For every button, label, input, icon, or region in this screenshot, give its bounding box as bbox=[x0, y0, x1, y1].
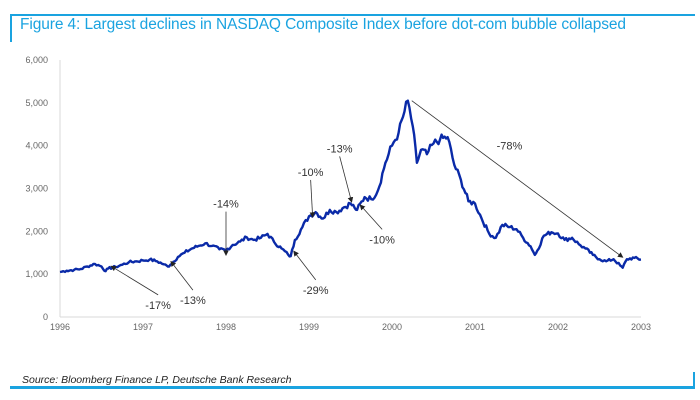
y-tick-label: 0 bbox=[43, 312, 48, 322]
annotation-label: -10% bbox=[369, 234, 395, 246]
x-tick-label: 1997 bbox=[133, 322, 153, 332]
annotation-arrow bbox=[359, 204, 383, 230]
annotation-arrow bbox=[170, 260, 194, 291]
annotation-label: -29% bbox=[303, 285, 329, 297]
annotation-label: -17% bbox=[145, 300, 171, 312]
annotation-label: -10% bbox=[298, 167, 324, 179]
source-note: Source: Bloomberg Finance LP, Deutsche B… bbox=[22, 374, 292, 386]
x-tick-label: 2003 bbox=[631, 322, 651, 332]
y-tick-label: 1,000 bbox=[25, 269, 48, 279]
x-tick-label: 1998 bbox=[216, 322, 236, 332]
y-tick-label: 3,000 bbox=[25, 184, 48, 194]
series-line bbox=[59, 99, 642, 274]
x-tick-label: 2000 bbox=[382, 322, 402, 332]
annotation-label: -13% bbox=[180, 295, 206, 307]
y-tick-label: 2,000 bbox=[25, 226, 48, 236]
y-tick-label: 5,000 bbox=[25, 98, 48, 108]
axes: 0 1,000 2,000 3,000 4,000 5,000 6,000 1996 1997 1… bbox=[25, 55, 651, 332]
annotation-label: -14% bbox=[213, 199, 239, 211]
decline-arrow bbox=[411, 100, 624, 258]
source-frame bbox=[10, 372, 695, 389]
x-tick-label: 2002 bbox=[548, 322, 568, 332]
annotations-layer: -17% -13%-14%-29%-10%-10%-13% -78% bbox=[110, 100, 624, 312]
y-tick-label: 6,000 bbox=[25, 55, 48, 65]
annotation-arrow bbox=[309, 179, 316, 218]
annotation-label: -13% bbox=[327, 143, 353, 155]
series-layer bbox=[59, 99, 642, 274]
chart-title: Figure 4: Largest declines in NASDAQ Com… bbox=[20, 16, 626, 33]
annotation-label: -78% bbox=[497, 141, 523, 153]
annotation-arrow bbox=[293, 250, 317, 281]
x-tick-label: 1999 bbox=[299, 322, 319, 332]
title-frame bbox=[10, 14, 695, 42]
x-tick-label: 2001 bbox=[465, 322, 485, 332]
annotation-arrow bbox=[110, 265, 159, 296]
y-tick-label: 4,000 bbox=[25, 141, 48, 151]
x-tick-label: 1996 bbox=[50, 322, 70, 332]
annotation-arrow bbox=[339, 156, 354, 203]
